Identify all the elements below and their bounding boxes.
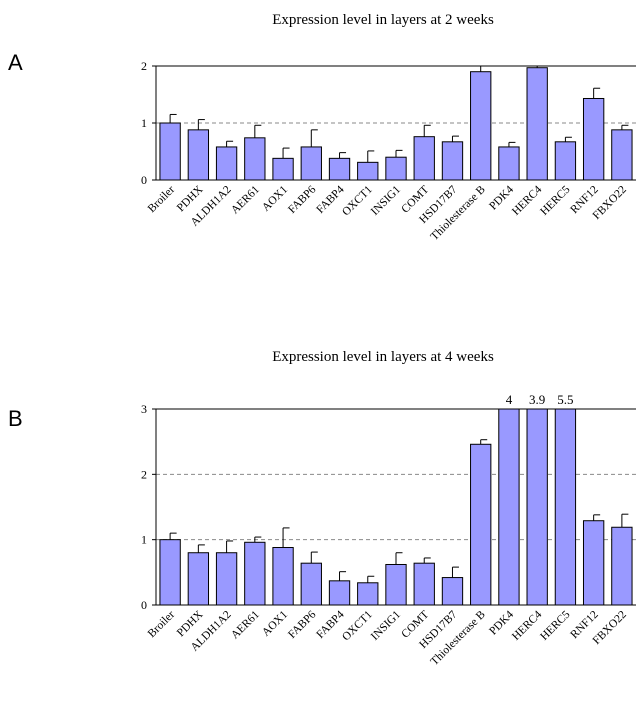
bar bbox=[244, 137, 266, 181]
bar bbox=[470, 71, 492, 181]
bar bbox=[300, 562, 322, 606]
bar bbox=[413, 136, 435, 181]
bar bbox=[215, 146, 238, 181]
bar bbox=[215, 552, 238, 606]
value-label: 3.9 bbox=[529, 392, 545, 407]
y-tick-label: 0 bbox=[141, 173, 147, 187]
bar bbox=[187, 552, 210, 606]
category-label: INSIG1 bbox=[369, 183, 403, 217]
bar bbox=[357, 582, 379, 606]
y-tick-label: 3 bbox=[141, 402, 147, 416]
bar bbox=[328, 157, 351, 181]
panel-letter: A bbox=[8, 50, 23, 75]
category-label: Broiler bbox=[146, 184, 178, 216]
bar bbox=[611, 526, 633, 606]
y-tick-label: 1 bbox=[141, 116, 147, 130]
bar bbox=[187, 129, 210, 181]
bar bbox=[554, 408, 577, 606]
value-label: 4 bbox=[506, 392, 513, 407]
bar bbox=[582, 97, 605, 181]
category-label: HERC5 bbox=[538, 183, 572, 217]
y-tick-label: 2 bbox=[141, 467, 147, 481]
plot-area: BroilerPDHXALDH1A2AER61AOX1FABP6FABP4OXC… bbox=[141, 392, 636, 668]
value-label: 5.5 bbox=[557, 392, 573, 407]
chart-title: Expression level in layers at 4 weeks bbox=[272, 349, 494, 365]
category-label: HERC5 bbox=[538, 608, 572, 642]
category-label: HERC4 bbox=[510, 608, 544, 642]
bar bbox=[526, 67, 548, 181]
category-label: INSIG1 bbox=[369, 608, 403, 642]
category-label: AER61 bbox=[229, 608, 262, 641]
category-label: FABP6 bbox=[286, 183, 318, 215]
bar bbox=[498, 408, 520, 606]
bar bbox=[526, 408, 548, 606]
bar bbox=[244, 541, 266, 606]
category-label: FABP6 bbox=[286, 608, 318, 640]
bar bbox=[470, 443, 492, 606]
panel-letter: B bbox=[8, 406, 23, 431]
category-label: OXCT1 bbox=[340, 608, 375, 643]
bar bbox=[441, 141, 464, 181]
category-label: OXCT1 bbox=[340, 183, 375, 218]
bar bbox=[554, 141, 577, 181]
category-label: Broiler bbox=[146, 609, 178, 641]
bar bbox=[272, 547, 294, 606]
plot-area: BroilerPDHXALDH1A2AER61AOX1FABP6FABP4OXC… bbox=[141, 59, 636, 243]
bar bbox=[272, 157, 294, 181]
panel-b: B Expression level in layers at 4 weeks … bbox=[8, 349, 636, 668]
y-tick-label: 1 bbox=[141, 533, 147, 547]
category-label: AOX1 bbox=[260, 183, 290, 213]
y-tick-label: 2 bbox=[141, 59, 147, 73]
bar bbox=[385, 156, 407, 181]
bar bbox=[357, 161, 379, 181]
bar bbox=[385, 563, 407, 606]
chart-title: Expression level in layers at 2 weeks bbox=[272, 12, 494, 28]
bar bbox=[441, 577, 464, 606]
bar bbox=[582, 520, 605, 606]
bar bbox=[611, 129, 633, 181]
bar bbox=[498, 146, 520, 181]
category-label: AOX1 bbox=[260, 608, 290, 638]
bar bbox=[328, 580, 351, 606]
bar bbox=[300, 146, 322, 181]
bar bbox=[413, 562, 435, 606]
bar bbox=[159, 539, 181, 606]
bar bbox=[159, 122, 181, 181]
category-label: HERC4 bbox=[510, 183, 544, 217]
y-tick-label: 0 bbox=[141, 598, 147, 612]
category-label: AER61 bbox=[229, 183, 262, 216]
panel-a: A Expression level in layers at 2 weeks … bbox=[8, 12, 636, 243]
